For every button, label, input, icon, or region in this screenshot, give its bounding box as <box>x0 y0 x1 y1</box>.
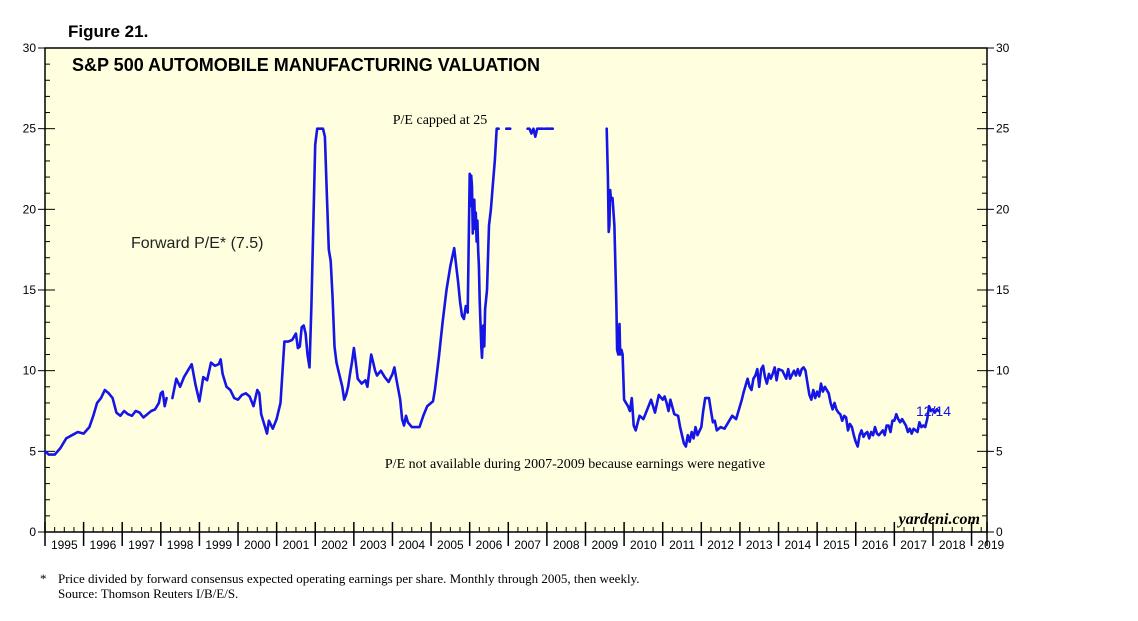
cap-annotation: P/E capped at 25 <box>393 113 487 128</box>
footnote-source: Source: Thomson Reuters I/B/E/S. <box>58 586 239 601</box>
series-forward-pe <box>43 127 940 456</box>
y-tick-label-left: 5 <box>29 444 36 458</box>
y-tick-label-right: 15 <box>996 283 1010 297</box>
x-year-label: 2016 <box>862 538 889 552</box>
end-value-label: 12/14 <box>916 403 951 419</box>
x-year-label: 2014 <box>784 538 811 552</box>
x-year-label: 2008 <box>553 538 580 552</box>
x-year-label: 2001 <box>283 538 310 552</box>
x-year-label: 1997 <box>128 538 155 552</box>
na-annotation: P/E not available during 2007-2009 becau… <box>385 457 765 472</box>
y-tick-label-right: 10 <box>996 364 1010 378</box>
y-tick-label-right: 5 <box>996 444 1003 458</box>
series-line-segment <box>43 388 168 456</box>
x-year-label: 2010 <box>630 538 657 552</box>
x-year-label: 2013 <box>746 538 773 552</box>
y-tick-label-left: 15 <box>23 283 37 297</box>
x-year-label: 1996 <box>90 538 117 552</box>
footnote-line-1: * Price divided by forward consensus expe… <box>40 571 639 586</box>
y-tick-label-right: 0 <box>996 525 1003 539</box>
y-tick-label-right: 20 <box>996 202 1010 216</box>
series-label: Forward P/E* (7.5) <box>131 235 263 252</box>
x-year-label: 2018 <box>939 538 966 552</box>
x-year-label: 2004 <box>398 538 425 552</box>
x-year-label: 2012 <box>707 538 734 552</box>
y-tick-label-right: 30 <box>996 41 1010 55</box>
footnote-line-2: Source: Thomson Reuters I/B/E/S. <box>40 586 639 601</box>
yardeni-brand: yardeni.com <box>897 511 980 528</box>
series-line-segment <box>171 127 500 435</box>
footnote: * Price divided by forward consensus expe… <box>40 571 639 601</box>
x-year-label: 2007 <box>514 538 541 552</box>
x-year-label: 1998 <box>167 538 194 552</box>
x-year-label: 2003 <box>360 538 387 552</box>
x-year-label: 2015 <box>823 538 850 552</box>
x-year-label: 2005 <box>437 538 464 552</box>
x-year-label: 2000 <box>244 538 271 552</box>
footnote-text: Price divided by forward consensus expec… <box>58 571 640 586</box>
chart-title: S&P 500 AUTOMOBILE MANUFACTURING VALUATI… <box>72 55 540 75</box>
y-tick-label-left: 10 <box>23 364 37 378</box>
x-year-label: 2002 <box>321 538 348 552</box>
series-line-segment <box>526 127 545 138</box>
x-year-label: 2011 <box>669 538 695 552</box>
x-year-label: 1995 <box>51 538 78 552</box>
x-year-label: 2017 <box>900 538 927 552</box>
series-line-segment <box>605 127 940 448</box>
plot-area <box>44 47 988 533</box>
footnote-star: * <box>40 571 47 586</box>
y-tick-label-left: 30 <box>23 41 37 55</box>
y-tick-label-right: 25 <box>996 122 1010 136</box>
y-tick-label-left: 0 <box>29 525 36 539</box>
y-tick-label-left: 20 <box>23 202 37 216</box>
y-tick-label-left: 25 <box>23 122 37 136</box>
axes: 0 0 5 5 10 10 15 15 20 20 25 25 30 30 1995 1996 1997 1998… <box>23 41 1010 552</box>
x-year-label: 2009 <box>591 538 618 552</box>
x-year-label: 2006 <box>476 538 503 552</box>
x-year-label: 1999 <box>205 538 232 552</box>
x-year-label: 2019 <box>978 538 1005 552</box>
figure-label: Figure 21. <box>68 22 148 41</box>
